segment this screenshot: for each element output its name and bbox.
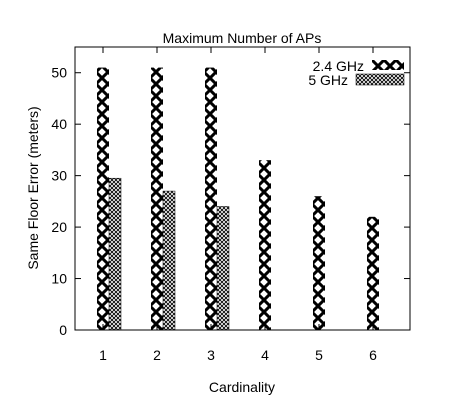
bar-2-4ghz-4 [259, 160, 271, 330]
y-tick-label: 40 [51, 116, 67, 132]
y-tick-label: 10 [51, 271, 67, 287]
bar-5ghz-3 [216, 206, 230, 331]
y-tick-label: 0 [59, 322, 67, 338]
y-tick-label: 50 [51, 65, 67, 81]
legend-label-2-4ghz: 2.4 GHz [313, 58, 364, 74]
legend-swatch-5ghz [355, 73, 405, 86]
chart-title: Maximum Number of APs [163, 30, 322, 46]
legend-label-5ghz: 5 GHz [308, 72, 348, 88]
bar-2-4ghz-5 [313, 196, 325, 330]
x-tick-label: 3 [207, 347, 215, 363]
bar-2-4ghz-2 [151, 67, 163, 330]
y-axis-label: Same Floor Error (meters) [25, 106, 41, 269]
x-tick-label: 4 [261, 347, 269, 363]
x-tick-label: 5 [315, 347, 323, 363]
bar-2-4ghz-3 [205, 67, 217, 330]
y-tick-label: 30 [51, 168, 67, 184]
x-tick-label: 2 [153, 347, 161, 363]
y-tick-label: 20 [51, 219, 67, 235]
legend: 2.4 GHz 5 GHz [308, 58, 405, 88]
plot-frame [74, 46, 411, 331]
bar-2-4ghz-6 [367, 216, 379, 330]
x-axis-label: Cardinality [209, 379, 275, 395]
bar-5ghz-2 [162, 190, 176, 331]
x-tick-label: 6 [369, 347, 377, 363]
bar-5ghz-1 [108, 177, 122, 331]
x-tick-label: 1 [99, 347, 107, 363]
bar-2-4ghz-1 [97, 67, 109, 330]
legend-swatch-2-4ghz [372, 60, 404, 70]
